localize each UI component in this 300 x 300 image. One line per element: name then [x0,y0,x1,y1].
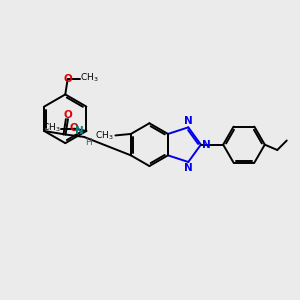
Text: O: O [64,110,72,120]
Text: O: O [70,123,78,133]
Text: N: N [202,140,211,150]
Text: N: N [184,116,193,126]
Text: CH$_3$: CH$_3$ [80,72,99,84]
Text: N: N [75,126,84,136]
Text: CH$_3$: CH$_3$ [42,122,60,134]
Text: N: N [184,164,193,173]
Text: O: O [63,74,72,84]
Text: H: H [85,137,92,146]
Text: CH$_3$: CH$_3$ [95,129,114,142]
